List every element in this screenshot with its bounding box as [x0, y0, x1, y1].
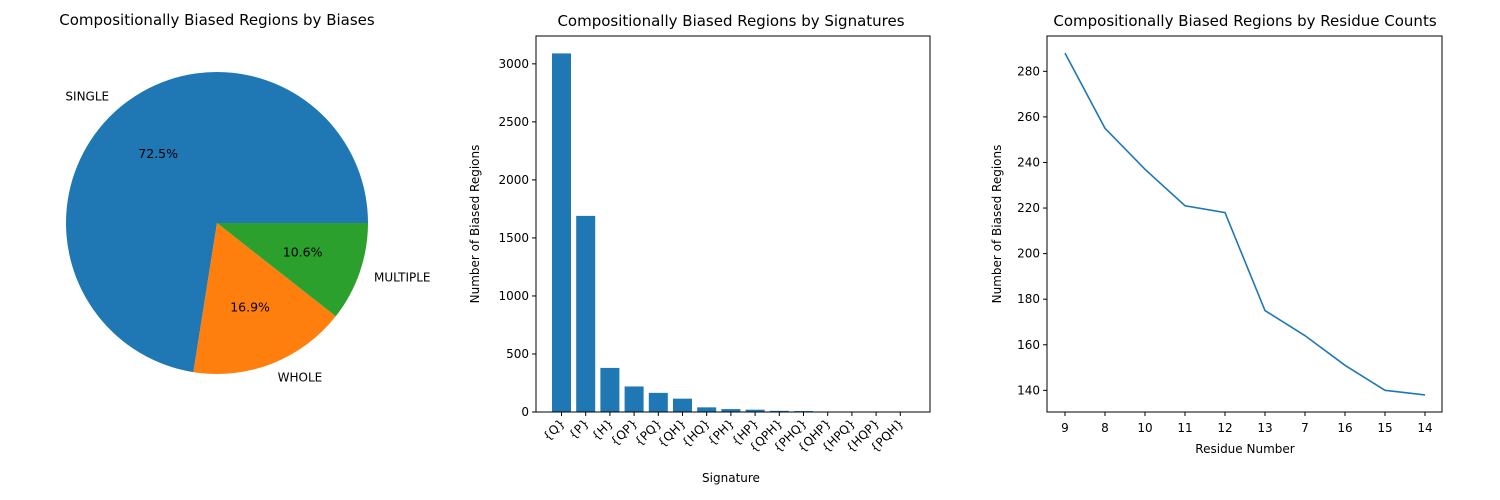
line-y-tick-label: 140 [1017, 383, 1040, 397]
bar-{QPH} [769, 410, 789, 412]
pie-percent-multiple: 10.6% [283, 245, 323, 260]
bar-x-tick-label: {P} [566, 416, 592, 442]
bar-y-axis-label: Number of Biased Regions [468, 145, 482, 304]
bar-y-tick-label: 500 [506, 347, 529, 361]
bar-y-tick-label: 2500 [498, 115, 529, 129]
bar-x-tick-label: {PH} [705, 416, 737, 448]
line-x-tick-label: 15 [1377, 421, 1392, 435]
line-x-tick-label: 12 [1217, 421, 1232, 435]
line-y-ticks: 140 160 180 200 220 240 260 280 [1017, 64, 1047, 397]
bar-marks [552, 53, 910, 412]
line-x-tick-label: 11 [1177, 421, 1192, 435]
pie-label-single: SINGLE [65, 90, 109, 104]
pie-slice-whole [193, 223, 336, 374]
line-title: Compositionally Biased Regions by Residu… [1053, 12, 1436, 30]
bar-{PQ} [648, 392, 668, 412]
pie-chart: Compositionally Biased Regions by Biases… [59, 11, 430, 385]
bar-y-ticks: 0 500 1000 1500 2000 2500 3000 [498, 57, 536, 419]
line-series [1064, 52, 1426, 396]
line-y-tick-label: 200 [1017, 247, 1040, 261]
line-x-tick-label: 9 [1061, 421, 1069, 435]
pie-percent-single: 72.5% [138, 146, 178, 161]
bar-{PH} [721, 409, 741, 412]
line-x-axis-label: Residue Number [1195, 442, 1294, 456]
bar-y-tick-label: 3000 [498, 57, 529, 71]
bar-{Q} [552, 53, 571, 412]
line-x-tick-label: 10 [1137, 421, 1152, 435]
pie-slice-single [66, 72, 368, 373]
line-y-tick-label: 160 [1017, 338, 1040, 352]
bar-x-ticks: {Q}{P}{H}{QP}{PQ}{QH}{HQ}{PH}{HP}{QPH}{P… [540, 412, 906, 455]
bar-title: Compositionally Biased Regions by Signat… [557, 12, 904, 30]
bar-y-tick-label: 1000 [498, 289, 529, 303]
bar-{H} [600, 367, 620, 412]
bar-x-tick-label: {Q} [540, 416, 567, 443]
pie-slices [66, 72, 368, 374]
bar-plot-frame [535, 35, 931, 413]
bar-y-tick-label: 0 [521, 405, 529, 419]
bar-{QP} [624, 386, 644, 412]
bar-{HP} [745, 409, 765, 412]
line-chart: Compositionally Biased Regions by Residu… [990, 12, 1443, 456]
line-y-tick-label: 240 [1017, 155, 1040, 169]
line-y-tick-label: 280 [1017, 64, 1040, 78]
line-x-tick-label: 8 [1101, 421, 1109, 435]
line-y-tick-label: 260 [1017, 110, 1040, 124]
pie-title: Compositionally Biased Regions by Biases [59, 11, 375, 29]
pie-slice-multiple [217, 223, 368, 317]
line-x-tick-label: 14 [1417, 421, 1432, 435]
pie-percent-whole: 16.9% [230, 299, 270, 314]
bar-x-tick-label: {QP} [608, 416, 640, 448]
line-x-tick-label: 7 [1301, 421, 1309, 435]
pie-label-whole: WHOLE [278, 371, 323, 385]
line-plot-frame [1046, 35, 1443, 413]
line-x-ticks: 9 8 10 11 12 13 7 16 15 14 [1061, 412, 1433, 435]
line-x-tick-label: 16 [1337, 421, 1352, 435]
line-y-axis-label: Number of Biased Regions [990, 145, 1004, 304]
bar-x-tick-label: {HQ} [679, 416, 713, 450]
bar-y-tick-label: 2000 [498, 173, 529, 187]
pie-labels: SINGLE 72.5% WHOLE 16.9% MULTIPLE 10.6% [65, 90, 430, 385]
bar-{P} [576, 215, 596, 412]
bar-chart: Compositionally Biased Regions by Signat… [468, 12, 931, 485]
line-y-tick-label: 220 [1017, 201, 1040, 215]
pie-label-multiple: MULTIPLE [374, 270, 431, 284]
bar-{QH} [673, 398, 692, 412]
bar-x-axis-label: Signature [702, 471, 760, 485]
line-y-tick-label: 180 [1017, 292, 1040, 306]
bar-y-tick-label: 1500 [498, 231, 529, 245]
line-x-tick-label: 13 [1257, 421, 1272, 435]
bar-{HQ} [697, 407, 717, 412]
